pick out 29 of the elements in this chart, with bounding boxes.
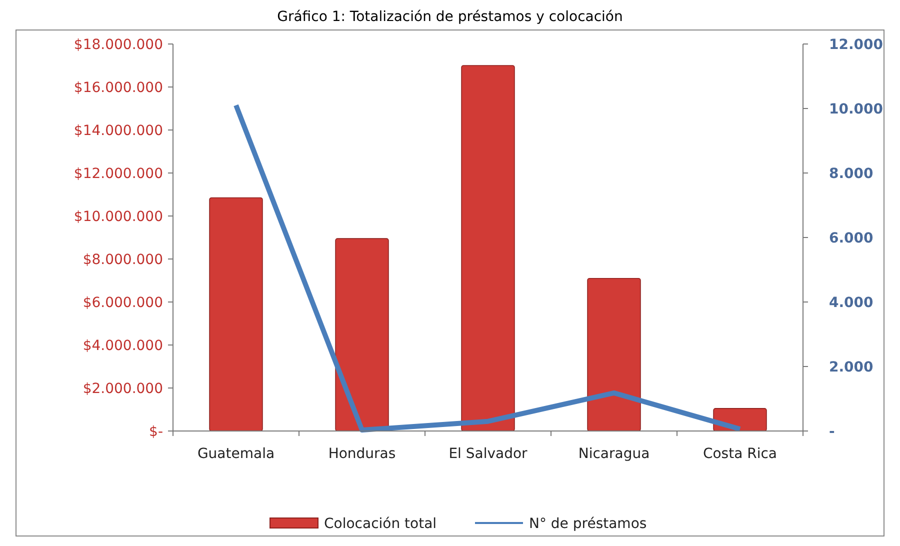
y-tick-label: $- bbox=[149, 424, 163, 440]
bar bbox=[335, 238, 389, 432]
y2-tick-label: 4.000 bbox=[829, 294, 874, 311]
x-tick-label: Honduras bbox=[328, 446, 396, 462]
x-tick-label: Costa Rica bbox=[702, 446, 778, 462]
y2-tick-label: - bbox=[829, 424, 835, 440]
y-tick-label: $6.000.000 bbox=[82, 294, 163, 311]
x-tick-label: Guatemala bbox=[197, 446, 275, 462]
y-tick-label: $12.000.000 bbox=[74, 166, 163, 182]
legend-label: Colocación total bbox=[324, 516, 437, 532]
x-tick-label: Nicaragua bbox=[578, 446, 650, 462]
y2-tick-label: 2.000 bbox=[829, 359, 874, 376]
x-tick-label: El Salvador bbox=[448, 446, 528, 462]
y-tick-label: $8.000.000 bbox=[82, 252, 163, 268]
y-tick-label: $2.000.000 bbox=[82, 380, 163, 397]
y2-tick-label: 10.000 bbox=[829, 101, 884, 118]
y-tick-label: $16.000.000 bbox=[74, 80, 163, 96]
y-tick-label: $18.000.000 bbox=[74, 36, 163, 53]
y-tick-label: $14.000.000 bbox=[74, 122, 163, 139]
y2-tick-label: 8.000 bbox=[829, 166, 874, 182]
chart-title: Gráfico 1: Totalización de préstamos y colocación bbox=[277, 9, 623, 25]
y-tick-label: $4.000.000 bbox=[82, 338, 163, 354]
y2-tick-label: 6.000 bbox=[829, 230, 874, 246]
bar bbox=[209, 197, 263, 432]
y-tick-label: $10.000.000 bbox=[74, 208, 163, 225]
bar bbox=[461, 65, 515, 432]
bar bbox=[587, 278, 641, 432]
y2-tick-label: 12.000 bbox=[829, 36, 884, 53]
legend-label: N° de préstamos bbox=[529, 516, 647, 532]
